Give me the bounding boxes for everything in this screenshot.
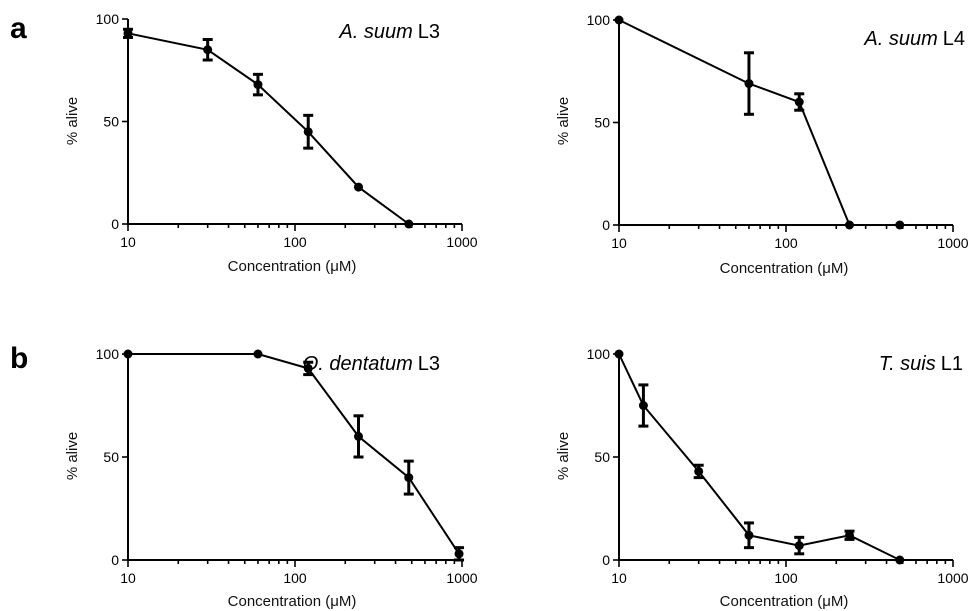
data-point: [694, 466, 704, 476]
data-point: [744, 530, 754, 540]
x-tick-label: 1000: [446, 570, 477, 586]
x-axis-label: Concentration (μM): [228, 258, 357, 275]
data-point: [614, 15, 624, 25]
y-tick-label: 50: [594, 449, 610, 465]
data-point: [203, 45, 213, 55]
y-tick-label: 50: [594, 115, 610, 131]
y-axis-label: % alive: [64, 97, 81, 145]
x-tick-label: 10: [120, 234, 136, 250]
chart-title: A. suum L3: [338, 21, 440, 43]
x-tick-label: 10: [611, 235, 627, 251]
data-point: [794, 97, 804, 107]
chart-o-dentatum-l3: O. dentatum L3 Concentration (μM) % alive…: [64, 346, 478, 610]
data-point: [404, 473, 414, 483]
data-point: [454, 549, 464, 559]
data-point: [844, 530, 854, 540]
data-point: [895, 555, 905, 565]
data-point: [744, 79, 754, 89]
chart-t-suis-l1: T. suis L1 Concentration (μM) % alive 0 50…: [555, 346, 969, 610]
chart-title-stage: L1: [941, 353, 963, 375]
panel-letter-a: a: [10, 12, 27, 45]
data-point: [895, 220, 905, 230]
x-tick-label: 100: [283, 570, 307, 586]
x-tick-label: 10: [611, 570, 627, 586]
x-tick-label: 1000: [937, 570, 968, 586]
chart-title: O. dentatum L3: [303, 353, 440, 375]
x-tick-label: 10: [120, 570, 136, 586]
data-point: [253, 349, 263, 359]
chart-a-suum-l4: A. suum L4 Concentration (μM) % alive 0 50…: [555, 12, 969, 277]
y-tick-label: 100: [587, 346, 611, 362]
y-axis-label: % alive: [555, 97, 572, 145]
data-point: [794, 541, 804, 551]
y-axis-label: % alive: [555, 432, 572, 480]
chart-title-species: A. suum: [863, 28, 937, 50]
chart-title: T. suis L1: [879, 353, 963, 375]
data-point: [253, 80, 263, 90]
chart-a-suum-l3: A. suum L3 Concentration (μM) % alive 0 50…: [64, 11, 478, 275]
series-line: [128, 353, 460, 555]
x-tick-label: 1000: [446, 234, 477, 250]
chart-title-stage: L4: [943, 28, 965, 50]
data-point: [614, 349, 624, 359]
y-tick-label: 0: [602, 217, 610, 233]
series-line: [618, 353, 901, 561]
series-line: [618, 19, 900, 226]
x-tick-label: 1000: [937, 235, 968, 251]
x-tick-label: 100: [774, 570, 798, 586]
chart-title-stage: L3: [418, 353, 440, 375]
data-point: [404, 219, 414, 229]
data-point: [303, 363, 313, 373]
data-point: [353, 182, 363, 192]
y-tick-label: 50: [103, 114, 119, 130]
y-tick-label: 100: [96, 11, 120, 27]
y-tick-label: 0: [602, 552, 610, 568]
data-point: [123, 28, 133, 38]
chart-title-species: T. suis: [879, 353, 936, 375]
x-tick-label: 100: [283, 234, 307, 250]
y-axis-label: % alive: [64, 432, 81, 480]
x-axis-label: Concentration (μM): [720, 260, 849, 277]
y-tick-label: 0: [111, 216, 119, 232]
series-line: [127, 32, 410, 225]
data-point: [638, 401, 648, 410]
y-tick-label: 50: [103, 449, 119, 465]
data-point: [303, 127, 313, 137]
chart-title-species: O. dentatum: [303, 353, 413, 375]
x-tick-label: 100: [774, 235, 798, 251]
y-tick-label: 100: [96, 346, 120, 362]
x-axis-label: Concentration (μM): [228, 593, 357, 610]
data-point: [123, 349, 133, 359]
chart-title: A. suum L4: [863, 28, 965, 50]
data-point: [353, 431, 363, 441]
chart-title-species: A. suum: [338, 21, 412, 43]
data-point: [844, 220, 854, 230]
x-axis-label: Concentration (μM): [720, 593, 849, 610]
panel-letter-b: b: [10, 342, 28, 375]
chart-title-stage: L3: [418, 21, 440, 43]
y-tick-label: 100: [587, 12, 611, 28]
y-tick-label: 0: [111, 552, 119, 568]
